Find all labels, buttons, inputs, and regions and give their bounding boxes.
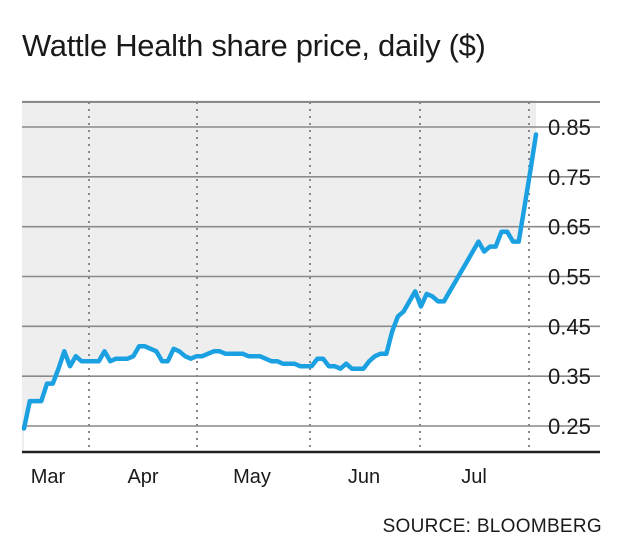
y-tick-label: 0.25 [548, 414, 591, 439]
chart-title: Wattle Health share price, daily ($) [22, 28, 486, 63]
y-tick-label: 0.85 [548, 115, 591, 140]
x-tick-label: Jul [461, 466, 487, 488]
source-note: SOURCE: BLOOMBERG [382, 516, 602, 537]
y-tick-label: 0.35 [548, 364, 591, 389]
x-tick-label: Apr [127, 466, 158, 488]
y-tick-label: 0.55 [548, 265, 591, 290]
area-under-line [24, 134, 536, 452]
x-tick-label: Jun [348, 466, 380, 488]
x-tick-label: Mar [31, 466, 66, 488]
price-line [21, 132, 539, 431]
y-tick-label: 0.45 [548, 314, 591, 339]
x-tick-label: May [233, 466, 271, 488]
y-tick-label: 0.65 [548, 215, 591, 240]
y-tick-label: 0.75 [548, 165, 591, 190]
